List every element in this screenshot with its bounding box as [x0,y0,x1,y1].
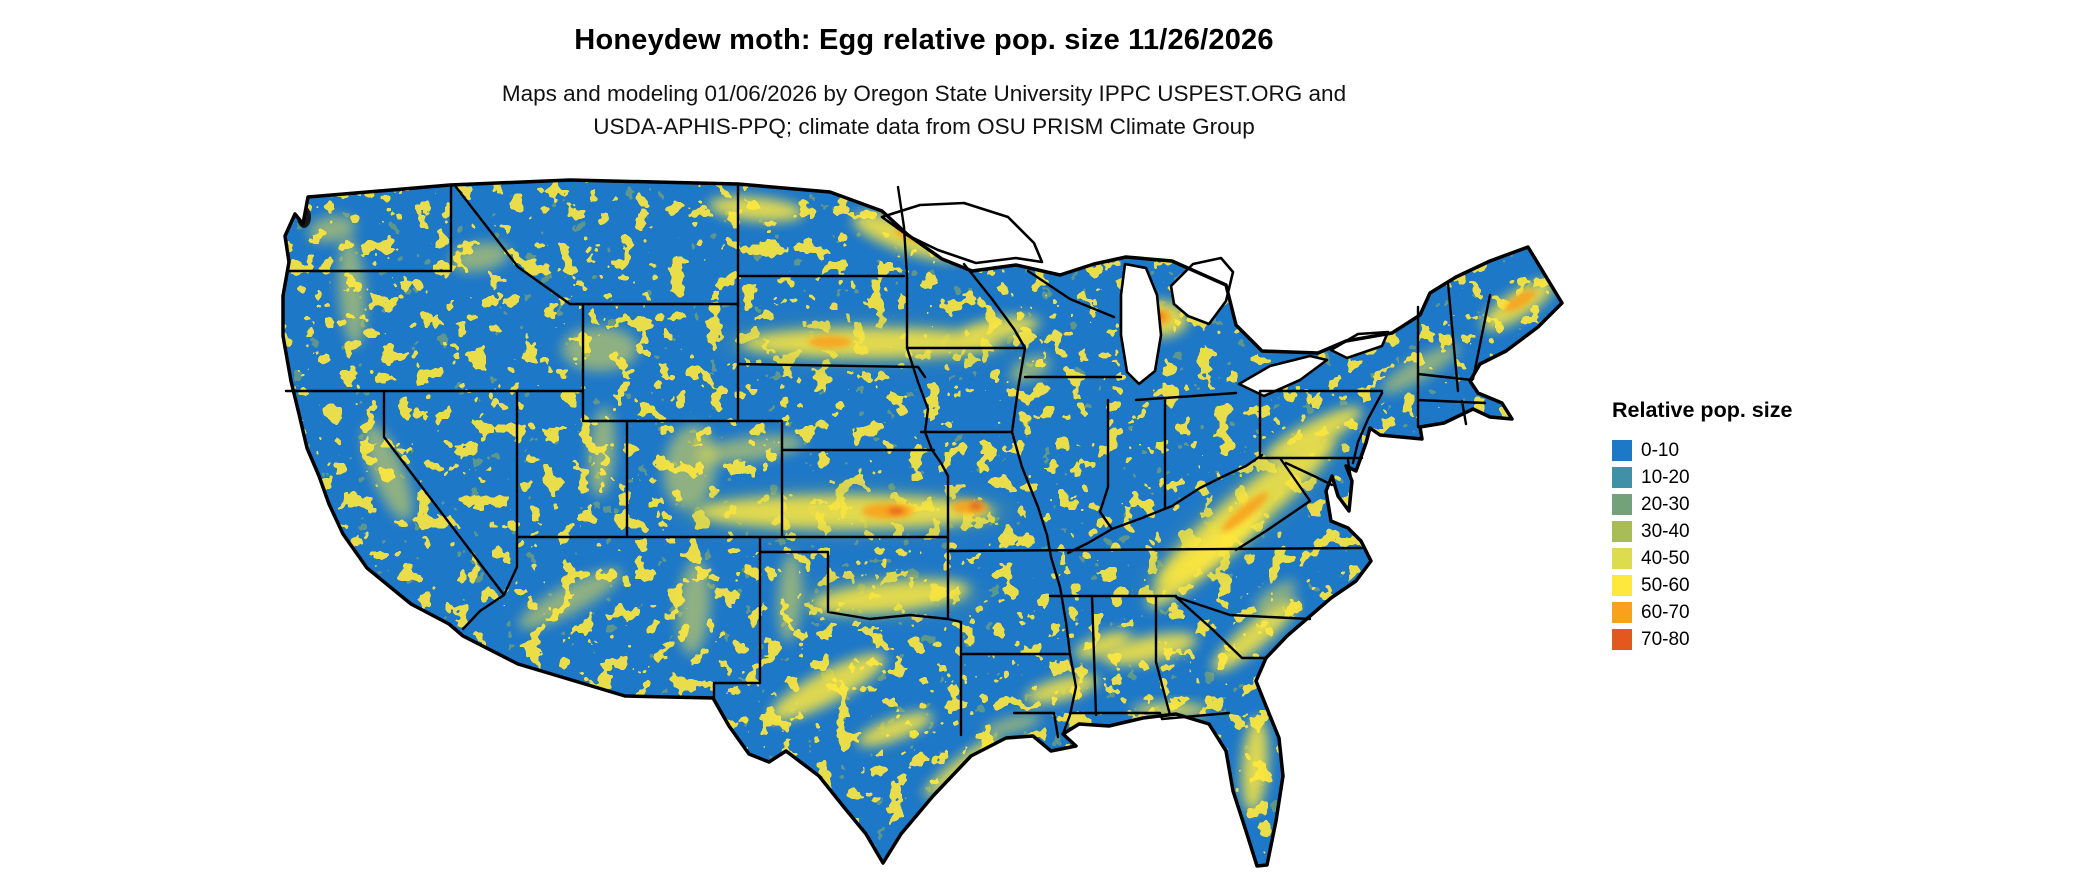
legend-label: 0-10 [1641,439,1680,461]
legend-item: 70-80 [1612,626,1792,653]
legend-item: 50-60 [1612,572,1792,599]
map-subtitle-line1: Maps and modeling 01/06/2026 by Oregon S… [501,81,1347,106]
legend-label: 20-30 [1641,493,1690,515]
map-title: Honeydew moth: Egg relative pop. size 11… [574,24,1274,56]
legend-item: 0-10 [1612,437,1792,464]
great-lakes [880,201,1390,398]
lake-erie [1237,354,1329,398]
population-raster-layer [283,180,1562,866]
legend-swatch [1612,602,1632,623]
legend-swatch [1612,467,1632,488]
legend-swatch [1612,494,1632,515]
legend-item: 10-20 [1612,464,1792,491]
legend-items: 0-10 10-20 20-30 30-40 40-50 50-60 60-70 70-80 [1612,437,1792,653]
legend-label: 30-40 [1641,520,1690,542]
legend-label: 70-80 [1641,628,1690,650]
legend-swatch [1612,575,1632,596]
figure-header: Honeydew moth: Egg relative pop. size 11… [0,0,1848,143]
us-map [270,167,1585,887]
legend-item: 20-30 [1612,491,1792,518]
us-choropleth-svg [281,178,1564,868]
state-borders [284,182,1492,739]
lake-huron [1169,256,1235,326]
legend-label: 60-70 [1641,601,1690,623]
legend-item: 40-50 [1612,545,1792,572]
map-subtitle-line2: USDA-APHIS-PPQ; climate data from OSU PR… [593,114,1255,139]
legend: Relative pop. size 0-10 10-20 20-30 30-40 40… [1612,398,1792,653]
legend-label: 50-60 [1641,574,1690,596]
lake-superior [880,201,1044,265]
legend-label: 10-20 [1641,466,1690,488]
legend-title: Relative pop. size [1612,398,1793,422]
legend-item: 30-40 [1612,518,1792,545]
lake-ontario [1329,330,1390,360]
legend-swatch [1612,548,1632,569]
legend-swatch [1612,521,1632,542]
legend-item: 60-70 [1612,599,1792,626]
legend-label: 40-50 [1641,547,1690,569]
legend-swatch [1612,440,1632,461]
lake-michigan [1119,262,1163,386]
legend-swatch [1612,629,1632,650]
